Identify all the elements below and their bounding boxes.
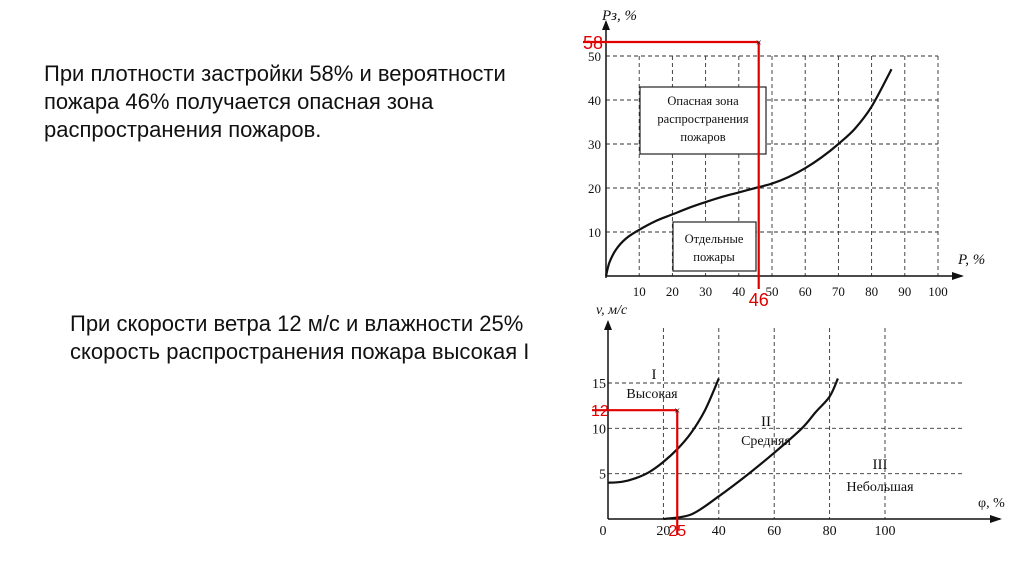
paragraph1-line: При плотности застройки 58% и вероятност… xyxy=(44,61,506,86)
boundary-curve-1 xyxy=(607,378,720,484)
annotation-danger-zone-line: пожаров xyxy=(680,130,725,144)
marker-point: × xyxy=(756,37,762,49)
x-tick-label: 0 xyxy=(600,524,607,539)
annotation-separate-fires-line: Отдельные xyxy=(685,232,744,246)
x-tick-label: 20 xyxy=(666,284,679,299)
y-axis-label: v, м/с xyxy=(596,303,628,318)
x-tick-label: 80 xyxy=(823,524,837,539)
x-tick-label: 20 xyxy=(656,524,670,539)
marker-point: × xyxy=(674,405,680,417)
y-tick-label: 10 xyxy=(588,225,601,240)
region-label: Высокая xyxy=(626,387,678,402)
boundary-curve-2 xyxy=(663,378,839,521)
marker-y-label: 58 xyxy=(583,33,603,53)
x-tick-label: 40 xyxy=(732,284,745,299)
x-axis-label: φ, % xyxy=(978,496,1005,511)
x-tick-label: 60 xyxy=(767,524,781,539)
y-tick-label: 40 xyxy=(588,93,601,108)
y-tick-label: 15 xyxy=(592,377,606,392)
x-tick-label: 10 xyxy=(633,284,646,299)
annotation-separate-fires-line: пожары xyxy=(693,250,735,264)
y-tick-label: 20 xyxy=(588,181,601,196)
x-tick-label: 60 xyxy=(799,284,812,299)
region-numeral: I xyxy=(652,367,657,383)
x-tick-label: 90 xyxy=(898,284,911,299)
paragraph1-line: распространения пожаров. xyxy=(44,117,322,142)
paragraph2-line: скорость распространения пожара высокая … xyxy=(70,339,530,364)
y-tick-label: 50 xyxy=(588,49,601,64)
paragraph1-line: пожара 46% получается опасная зона xyxy=(44,89,434,114)
annotation-danger-zone-line: Опасная зона xyxy=(667,94,739,108)
y-axis-arrow xyxy=(602,20,610,30)
x-tick-label: 30 xyxy=(699,284,712,299)
x-tick-label: 80 xyxy=(865,284,878,299)
x-tick-label: 100 xyxy=(928,284,948,299)
chart-spread-speed: 0 20 40 60 80 100 5 10 15 v, м/с φ, % I Высокая II Сре… xyxy=(591,303,1005,540)
paragraph2-line: При скорости ветра 12 м/с и влажности 25… xyxy=(70,311,524,336)
y-tick-label: 30 xyxy=(588,137,601,152)
annotation-box-danger-zone xyxy=(639,86,767,155)
x-axis-arrow xyxy=(952,272,964,280)
x-tick-label: 70 xyxy=(832,284,845,299)
region-numeral: III xyxy=(873,457,888,473)
y-tick-label: 10 xyxy=(592,422,606,437)
x-tick-label: 100 xyxy=(875,524,896,539)
region-label: Небольшая xyxy=(846,480,914,495)
y-tick-label: 5 xyxy=(599,468,606,483)
annotation-danger-zone-line: распространения xyxy=(657,112,748,126)
region-numeral: II xyxy=(761,414,771,430)
y-axis-arrow xyxy=(604,320,612,330)
paragraph-wind-humidity: При скорости ветра 12 м/с и влажности 25… xyxy=(70,310,570,366)
paragraph-density-probability: При плотности застройки 58% и вероятност… xyxy=(44,60,564,144)
data-curve xyxy=(604,68,893,277)
x-tick-label: 50 xyxy=(766,284,779,299)
marker-y-label: 12 xyxy=(591,403,609,420)
annotation-box-separate-fires xyxy=(672,221,757,272)
x-axis-label: P, % xyxy=(957,252,985,268)
chart-fire-zone: 10 20 30 40 50 60 70 80 90 100 10 20 30 40 50 Pз, % P, %… xyxy=(583,8,985,310)
y-axis-label: Pз, % xyxy=(601,8,637,24)
marker-x-label: 25 xyxy=(668,523,686,540)
region-label: Средняя xyxy=(741,434,791,449)
x-tick-label: 40 xyxy=(712,524,726,539)
x-axis-arrow xyxy=(990,515,1002,523)
marker-x-label: 46 xyxy=(749,290,769,310)
